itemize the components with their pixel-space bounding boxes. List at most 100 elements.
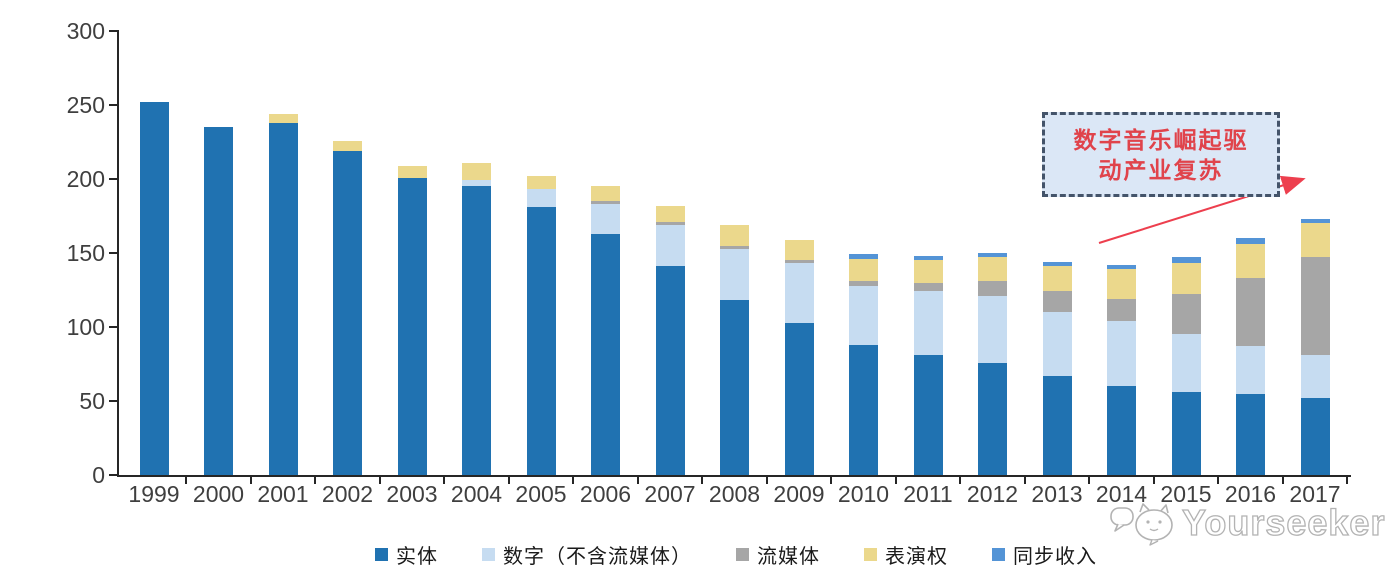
x-axis-tick — [959, 477, 962, 484]
y-axis-tick — [109, 326, 117, 328]
y-tick-label: 150 — [66, 240, 105, 266]
bar-segment — [1107, 386, 1136, 475]
y-tick-label: 250 — [66, 92, 105, 118]
bar-segment — [1300, 355, 1330, 399]
bar-segment — [1171, 257, 1201, 264]
bar-segment — [655, 266, 685, 475]
x-axis-tick — [894, 477, 897, 484]
bar-segment — [397, 177, 427, 475]
bar-segment — [1107, 269, 1136, 299]
legend-label: 同步收入 — [1013, 546, 1097, 568]
x-axis-tick — [314, 477, 317, 484]
x-tick-label: 2002 — [321, 481, 374, 507]
bar-segment — [1042, 375, 1072, 475]
legend-swatch — [736, 548, 749, 561]
bar-segment — [1300, 398, 1330, 475]
bar-segment — [1300, 223, 1330, 258]
bar-segment — [720, 245, 749, 249]
x-tick-label: 2001 — [257, 481, 309, 507]
bar-segment — [1171, 263, 1201, 295]
x-tick-label: 1999 — [128, 481, 180, 507]
bar-segment — [268, 122, 298, 475]
bar-segment — [784, 322, 814, 475]
bar-segment — [784, 260, 814, 264]
x-axis-tick — [572, 477, 575, 484]
yourseeker-logo-icon — [1110, 503, 1173, 546]
bar-segment — [1236, 393, 1265, 475]
legend-label: 表演权 — [885, 546, 948, 568]
x-axis-tick — [507, 477, 510, 484]
x-axis-tick — [636, 477, 639, 484]
bar-segment — [913, 355, 943, 475]
legend: 实体 数字（不含流媒体） 流媒体 表演权 同步收入 — [120, 540, 1352, 569]
y-tick-label: 50 — [79, 388, 105, 414]
x-axis-tick — [1281, 477, 1284, 484]
bar-segment — [462, 186, 491, 475]
bar-segment — [1300, 257, 1330, 356]
x-tick-label: 2011 — [903, 481, 953, 507]
bar-segment — [462, 162, 491, 181]
x-tick-label: 2003 — [386, 481, 438, 507]
bar-segment — [1171, 392, 1201, 475]
bar-segment — [1042, 291, 1072, 313]
legend-item: 流媒体 — [736, 540, 820, 569]
legend-swatch — [864, 548, 877, 561]
x-axis-tick — [1152, 477, 1155, 484]
bar-segment — [655, 224, 685, 267]
x-axis-tick — [1346, 477, 1349, 484]
bar-segment — [1236, 244, 1265, 279]
bar-segment — [913, 282, 943, 292]
bar-segment — [1236, 278, 1265, 347]
bar-segment — [978, 295, 1007, 363]
x-tick-label: 2017 — [1289, 481, 1341, 507]
x-axis-tick — [249, 477, 252, 484]
legend-item: 数字（不含流媒体） — [482, 540, 692, 569]
y-axis-tick — [109, 474, 117, 476]
x-axis-tick — [1217, 477, 1220, 484]
bar-segment — [784, 239, 814, 261]
x-tick-label: 2010 — [837, 481, 890, 507]
bar-segment — [333, 140, 362, 151]
legend-item: 表演权 — [864, 540, 948, 569]
bar-segment — [526, 189, 556, 208]
x-tick-label: 2016 — [1224, 481, 1277, 507]
bar-segment — [913, 291, 943, 356]
legend-item: 实体 — [375, 540, 438, 569]
bar-segment — [1042, 261, 1072, 267]
bar-segment — [849, 254, 878, 259]
bar-segment — [1171, 334, 1201, 393]
bar-segment — [913, 255, 943, 261]
annotation-text-line1: 数字音乐崛起驱 — [1073, 126, 1249, 153]
x-tick-label: 2015 — [1160, 481, 1212, 507]
bar-segment — [204, 127, 233, 475]
x-tick-label: 2006 — [579, 481, 632, 507]
y-tick-label: 300 — [66, 18, 105, 44]
bar-segment — [268, 113, 298, 123]
legend-swatch — [992, 548, 1005, 561]
legend-item: 同步收入 — [992, 540, 1097, 569]
bar-segment — [655, 221, 685, 225]
y-axis-line — [117, 30, 119, 477]
bar-segment — [526, 176, 556, 190]
bar-segment — [591, 186, 620, 202]
bar-segment — [1300, 218, 1330, 224]
legend-swatch — [482, 548, 495, 561]
bar-segment — [978, 257, 1007, 282]
bar-segment — [849, 344, 878, 475]
y-axis-tick — [109, 178, 117, 180]
x-axis-tick — [1088, 477, 1091, 484]
x-tick-label: 2012 — [966, 481, 1019, 507]
y-axis-tick — [109, 104, 117, 106]
x-tick-label: 2007 — [644, 481, 696, 507]
x-tick-label: 2000 — [192, 481, 245, 507]
legend-swatch — [375, 548, 388, 561]
bar-segment — [720, 224, 749, 246]
bar-segment — [1236, 346, 1265, 394]
annotation-callout: 数字音乐崛起驱 动产业复苏 — [1042, 112, 1280, 197]
x-tick-label: 2009 — [773, 481, 825, 507]
bar-segment — [1107, 264, 1136, 270]
bar-segment — [978, 281, 1007, 296]
y-tick-label: 0 — [92, 462, 105, 488]
legend-label: 实体 — [396, 546, 438, 568]
bar-segment — [591, 204, 620, 234]
